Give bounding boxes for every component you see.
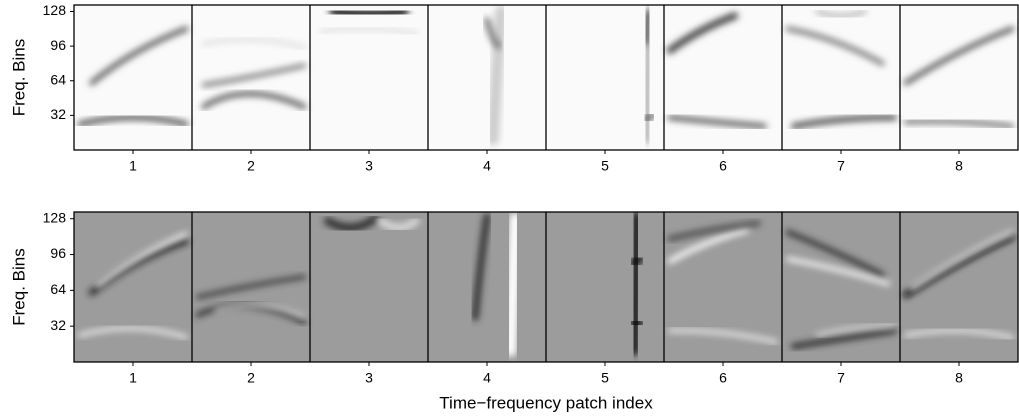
patch-feature xyxy=(77,326,189,340)
patch-feature xyxy=(667,115,767,129)
y-tick-label: 32 xyxy=(50,106,66,122)
x-axis-label: Time−frequency patch index xyxy=(439,393,653,412)
x-tick-label: 4 xyxy=(483,158,491,174)
patch-feature xyxy=(903,119,1015,129)
x-tick-label: 3 xyxy=(365,158,373,174)
patch-feature xyxy=(642,111,656,124)
patch-feature xyxy=(89,26,189,86)
patch-feature xyxy=(195,274,307,300)
patch-feature xyxy=(815,324,896,337)
patch-feature xyxy=(667,227,750,264)
patch-feature xyxy=(629,255,645,268)
patch-feature xyxy=(329,6,409,19)
patch-feature xyxy=(95,232,189,288)
patch-feature xyxy=(486,5,508,146)
y-tick-label: 128 xyxy=(43,209,67,225)
patch-feature xyxy=(629,212,642,356)
patch-feature xyxy=(903,26,1015,86)
patch-feature xyxy=(201,91,307,110)
y-tick-label: 96 xyxy=(50,37,66,53)
patch-feature xyxy=(643,10,652,45)
patch-feature xyxy=(903,328,1015,340)
patch-feature xyxy=(790,327,898,350)
patch-feature xyxy=(785,26,885,66)
patch-feature xyxy=(902,233,1016,298)
patch-feature xyxy=(785,257,891,286)
y-tick-label: 96 xyxy=(50,245,66,261)
x-tick-label: 6 xyxy=(719,370,727,386)
patch-feature xyxy=(319,26,419,36)
patch-feature xyxy=(77,115,189,127)
patch-feature xyxy=(666,12,739,54)
y-tick-label: 64 xyxy=(50,281,66,297)
x-tick-label: 5 xyxy=(601,370,609,386)
x-tick-label: 8 xyxy=(955,158,963,174)
y-axis-label: Freq. Bins xyxy=(9,248,28,325)
x-tick-label: 1 xyxy=(129,158,137,174)
x-tick-label: 5 xyxy=(601,158,609,174)
patch-feature xyxy=(790,114,898,130)
x-tick-label: 7 xyxy=(837,158,845,174)
patch-feature xyxy=(323,214,379,232)
x-tick-label: 6 xyxy=(719,158,727,174)
patch-feature xyxy=(815,9,867,18)
patch-feature xyxy=(214,304,306,319)
y-axis-label: Freq. Bins xyxy=(9,39,28,116)
x-tick-label: 3 xyxy=(365,370,373,386)
patch-feature xyxy=(484,17,502,50)
patch-feature xyxy=(504,212,522,357)
x-tick-label: 4 xyxy=(483,370,491,386)
patch-feature xyxy=(377,217,420,232)
x-tick-label: 7 xyxy=(837,370,845,386)
patch-feature xyxy=(201,37,307,50)
panel-frame xyxy=(73,211,1019,363)
patch-images xyxy=(77,5,1015,146)
y-tick-label: 32 xyxy=(50,317,66,333)
x-tick-label: 8 xyxy=(955,370,963,386)
x-tick-label: 1 xyxy=(129,370,137,386)
x-tick-label: 2 xyxy=(247,370,255,386)
patch-feature xyxy=(909,230,1015,291)
patch-feature xyxy=(785,229,885,278)
patch-feature xyxy=(629,317,645,328)
patch-images xyxy=(77,212,1016,357)
y-tick-label: 128 xyxy=(43,2,67,18)
patch-feature xyxy=(471,212,491,321)
patch-feature xyxy=(667,328,779,344)
patch-feature xyxy=(667,220,761,242)
panel-frame xyxy=(73,4,1019,151)
y-tick-label: 64 xyxy=(50,71,66,87)
x-tick-label: 2 xyxy=(247,158,255,174)
patch-feature xyxy=(201,63,307,88)
